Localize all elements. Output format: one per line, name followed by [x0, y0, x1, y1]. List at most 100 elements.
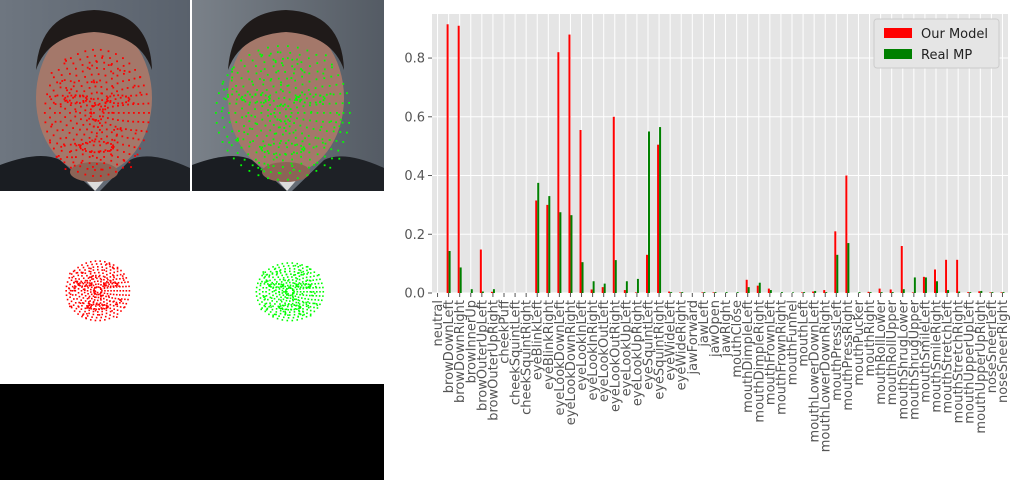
landmark-point [303, 291, 305, 293]
landmark-point [132, 86, 135, 89]
bar-our-model-eyeWideRight [679, 292, 682, 293]
landmark-point [278, 293, 281, 296]
landmark-point [276, 300, 278, 303]
landmark-point [64, 99, 67, 102]
landmark-point [130, 129, 132, 131]
landmark-point [279, 51, 282, 54]
landmark-point [266, 73, 269, 76]
landmark-point [308, 286, 311, 289]
face-photo-left [0, 0, 190, 191]
landmark-point [284, 279, 286, 282]
landmark-point [330, 148, 333, 151]
landmark-point [126, 87, 129, 89]
landmark-point [285, 308, 288, 311]
landmark-point [309, 285, 311, 288]
landmark-point [83, 133, 86, 136]
x-tick-label: noseSneerRight [996, 300, 1011, 403]
landmark-point [286, 146, 288, 149]
landmark-point [74, 280, 77, 283]
landmark-point [105, 142, 108, 145]
landmark-point [294, 87, 297, 89]
landmark-point [278, 266, 280, 269]
landmark-point [301, 314, 304, 317]
landmark-point [103, 269, 106, 271]
landmark-point [100, 263, 103, 265]
landmark-point [78, 310, 81, 313]
landmark-point [90, 131, 93, 134]
landmark-point [302, 304, 304, 307]
landmark-point [270, 297, 273, 299]
landmark-point [68, 292, 71, 294]
landmark-point [74, 278, 77, 280]
landmark-point [286, 84, 289, 87]
landmark-point [285, 289, 287, 291]
landmark-point [111, 85, 114, 87]
landmark-point [116, 303, 118, 306]
landmark-point [97, 268, 99, 271]
landmark-point [82, 100, 85, 102]
landmark-point [310, 283, 313, 285]
landmark-point [278, 142, 281, 145]
landmark-point [263, 304, 266, 307]
landmark-point [269, 270, 272, 273]
y-axis-ticks: 0.00.20.40.60.8 [404, 52, 432, 302]
bar-our-model-mouthRollLower [878, 288, 881, 293]
landmark-point [248, 54, 251, 56]
landmark-point [109, 269, 112, 271]
landmark-point [305, 283, 308, 285]
landmark-point [316, 153, 319, 156]
landmark-point [101, 303, 103, 306]
landmark-point [309, 158, 311, 161]
landmark-point [86, 297, 89, 300]
y-tick-label: 0.2 [404, 228, 425, 243]
landmark-point [83, 90, 86, 93]
landmark-point [63, 62, 66, 65]
landmark-point [103, 301, 105, 303]
landmark-point [263, 144, 266, 147]
landmark-point [274, 267, 277, 270]
landmark-point [282, 278, 285, 281]
landmark-point [285, 130, 287, 132]
landmark-point [117, 298, 120, 300]
landmark-point [122, 277, 124, 280]
landmark-point [276, 264, 279, 266]
landmark-point [279, 278, 281, 281]
bar-real-mp-jawRight [725, 292, 728, 293]
landmark-point [44, 102, 47, 105]
landmark-point [269, 311, 272, 313]
landmark-point [291, 262, 294, 264]
landmark-point [256, 123, 259, 125]
landmark-point [222, 80, 225, 83]
landmark-point [76, 271, 79, 274]
landmark-point [92, 79, 95, 82]
landmark-point [281, 285, 284, 288]
landmark-point [101, 55, 104, 58]
landmark-point [328, 102, 331, 105]
landmark-point [95, 316, 98, 319]
landmark-point [90, 284, 92, 286]
landmark-point [86, 66, 89, 69]
landmark-point [90, 111, 92, 114]
landmark-point [276, 281, 278, 283]
landmark-point [96, 293, 98, 296]
landmark-point [86, 281, 89, 284]
landmark-point [266, 150, 269, 152]
landmark-point [310, 298, 313, 301]
landmark-point [286, 262, 289, 264]
bar-real-mp-browDownLeft [448, 251, 451, 293]
landmark-point [73, 298, 75, 300]
landmark-point [320, 125, 323, 128]
landmark-point [262, 273, 265, 275]
landmark-point [307, 304, 310, 307]
face-landmark-panel [0, 0, 384, 480]
landmark-point [298, 269, 300, 271]
landmark-point [115, 170, 117, 173]
landmark-point [262, 271, 265, 273]
landmark-point [94, 319, 97, 322]
landmark-point [76, 53, 79, 55]
landmark-point [289, 300, 291, 302]
bar-real-mp-eyeLookDownRight [570, 215, 573, 293]
landmark-point [302, 277, 304, 280]
landmark-point [119, 294, 121, 296]
landmark-point [341, 121, 344, 124]
